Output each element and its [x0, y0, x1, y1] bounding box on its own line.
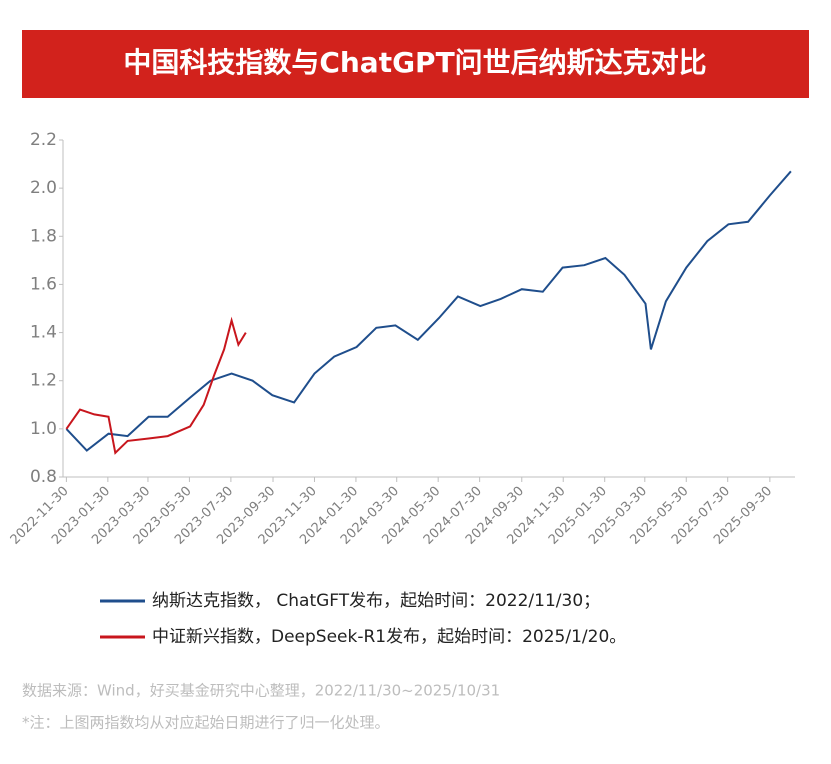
y-tick-label: 1.8: [30, 226, 57, 246]
y-tick-label: 0.8: [30, 467, 57, 487]
title-banner: [22, 30, 809, 98]
y-tick-label: 1.6: [30, 274, 57, 294]
y-tick-label: 1.4: [30, 323, 57, 343]
source-note: 数据来源：Wind，好买基金研究中心整理，2022/11/30~2025/10/…: [22, 682, 500, 700]
y-tick-label: 2.0: [30, 178, 57, 198]
legend-label: 中证新兴指数，DeepSeek-R1发布，起始时间：2025/1/20。: [152, 627, 626, 647]
legend-label: 纳斯达克指数， ChatGFT发布，起始时间：2022/11/30；: [152, 591, 600, 611]
series-line: [65, 316, 247, 455]
y-tick-label: 2.2: [30, 130, 57, 150]
chart-title: 中国科技指数与ChatGPT问世后纳斯达克对比: [123, 46, 706, 79]
footnote: *注：上图两指数均从对应起始日期进行了归一化处理。: [22, 714, 390, 732]
y-tick-label: 1.2: [30, 371, 57, 391]
series-line: [65, 170, 792, 452]
y-tick-label: 1.0: [30, 419, 57, 439]
